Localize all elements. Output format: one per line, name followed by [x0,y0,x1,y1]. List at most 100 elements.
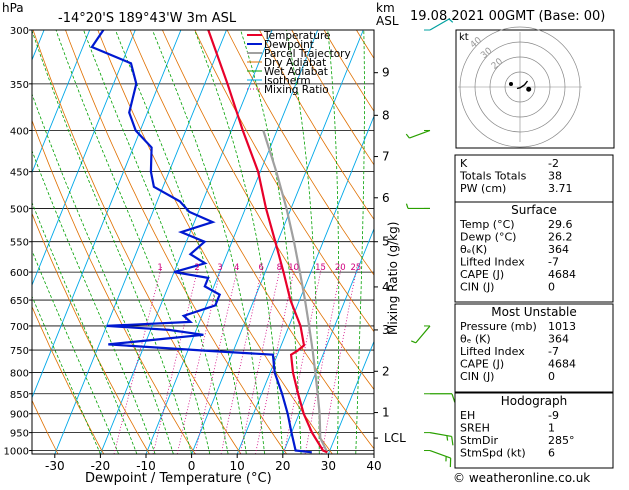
mixing-ratio-label-15: 15 [315,263,326,273]
k-index-value-1: 38 [548,170,562,183]
wind-barb-950 [424,433,453,446]
parcel-line [263,131,327,453]
k-index-value-2: 3.71 [548,182,573,195]
hodograph-index-label-2: StmDir [460,434,499,447]
pressure-tick-800: 800 [10,369,29,380]
legend-mixing-ratio: Mixing Ratio [264,84,329,96]
wind-barb-staff [430,451,451,459]
mixing-ratio-line-2 [153,266,199,454]
pressure-tick-650: 650 [10,296,29,307]
surface-label-1: Dewp (°C) [460,231,516,244]
k-index-value-0: -2 [548,157,559,170]
most-unstable-value-4: 0 [548,370,555,383]
k-index-label-1: Totals Totals [459,170,527,183]
mixing-ratio-label-6: 6 [259,263,264,273]
pressure-tick-600: 600 [10,268,29,279]
mixing-ratio-label-4: 4 [234,263,239,273]
x-tick-label--30: -30 [45,459,65,473]
km-tick-label-6: 6 [382,191,390,205]
hodograph-index-label-1: SREH [460,422,490,435]
asl-unit-label: ASL [376,14,399,28]
km-unit-label: km [376,1,395,15]
most-unstable-value-0: 1013 [548,320,576,333]
surface-value-5: 0 [548,281,555,294]
hodograph-index-value-2: 285° [548,434,575,447]
surface-label-3: Lifted Index [460,256,525,269]
wind-barb-1000 [424,451,451,468]
valid-time-label: 19.08.2021 00GMT (Base: 00) [410,9,605,24]
pressure-tick-300: 300 [10,26,29,37]
hodograph-index-label-3: StmSpd (kt) [460,447,526,460]
x-tick-label-20: 20 [275,459,290,473]
wind-barb-staff [409,130,430,138]
mixing-ratio-label-10: 10 [288,263,299,273]
pressure-tick-900: 900 [10,410,29,421]
k-index-label-0: K [460,157,468,170]
most-unstable-value-1: 364 [548,333,569,346]
most-unstable-label-3: CAPE (J) [460,358,504,371]
legend: Temperature Dewpoint Parcel Trajectory D… [247,30,351,96]
pressure-tick-350: 350 [10,80,29,91]
hodograph-storm-motion [526,87,531,92]
pressure-tick-1000: 1000 [4,447,29,458]
km-tick-label-7: 7 [382,150,390,164]
mixing-ratio-label-8: 8 [277,263,282,273]
mixing-ratio-line-1 [114,266,162,454]
surface-label-5: CIN (J) [460,281,494,294]
hpa-unit-label: hPa [2,1,24,15]
most-unstable-title: Most Unstable [491,305,577,319]
most-unstable-value-3: 4684 [548,358,576,371]
location-label: -14°20'S 189°43'W 3m ASL [58,11,237,26]
hodograph-index-label-0: EH [460,409,475,422]
surface-label-2: θₑ(K) [460,243,487,256]
km-tick-label-8: 8 [382,108,390,122]
most-unstable-label-0: Pressure (mb) [460,320,537,333]
surface-value-3: -7 [548,256,559,269]
pressure-tick-400: 400 [10,126,29,137]
most-unstable-label-1: θₑ (K) [460,333,491,346]
hodograph-index-title: Hodograph [501,394,567,408]
dry-adiabat-190 [615,30,629,454]
hodograph-unit: kt [459,32,469,43]
mixing-ratio-line-4 [195,266,238,454]
pressure-tick-850: 850 [10,390,29,401]
km-tick-label-9: 9 [382,66,390,80]
wind-barb-500 [406,204,430,209]
pressure-tick-700: 700 [10,322,29,333]
wind-barb-flag [411,341,416,343]
x-tick-label-30: 30 [321,459,336,473]
surface-label-0: Temp (°C) [459,218,515,231]
pressure-tick-950: 950 [10,429,29,440]
hodograph-index-value-3: 6 [548,447,555,460]
pressure-tick-550: 550 [10,238,29,249]
mixing-ratio-axis-title: Mixing Ratio (g/kg) [386,222,400,335]
wind-barb-flag [452,436,453,445]
most-unstable-value-2: -7 [548,345,559,358]
pressure-axis: 3003504004505005506006507007508008509009… [4,26,32,458]
x-axis-title: Dewpoint / Temperature (°C) [85,471,272,486]
wind-barb-400 [406,130,430,138]
wind-barb-flag [447,436,448,441]
surface-value-2: 364 [548,243,569,256]
k-index-label-2: PW (cm) [460,182,506,195]
most-unstable-label-4: CIN (J) [460,370,494,383]
surface-label-4: CAPE (J) [460,268,504,281]
wind-barbs [406,19,455,467]
wind-barb-850 [424,394,455,403]
km-tick-label-2: 2 [382,364,390,378]
hodograph-mean-wind [509,82,513,86]
x-tick-label-40: 40 [366,459,381,473]
k-index-rows: K -2 Totals Totals 38 PW (cm) 3.71 [459,157,573,195]
parcel-trajectory [263,131,327,453]
wind-barb-flag [406,134,409,138]
hodograph-index-value-0: -9 [548,409,559,422]
km-tick-label-LCL: LCL [384,431,406,445]
most-unstable-label-2: Lifted Index [460,345,525,358]
surface-value-0: 29.6 [548,218,573,231]
